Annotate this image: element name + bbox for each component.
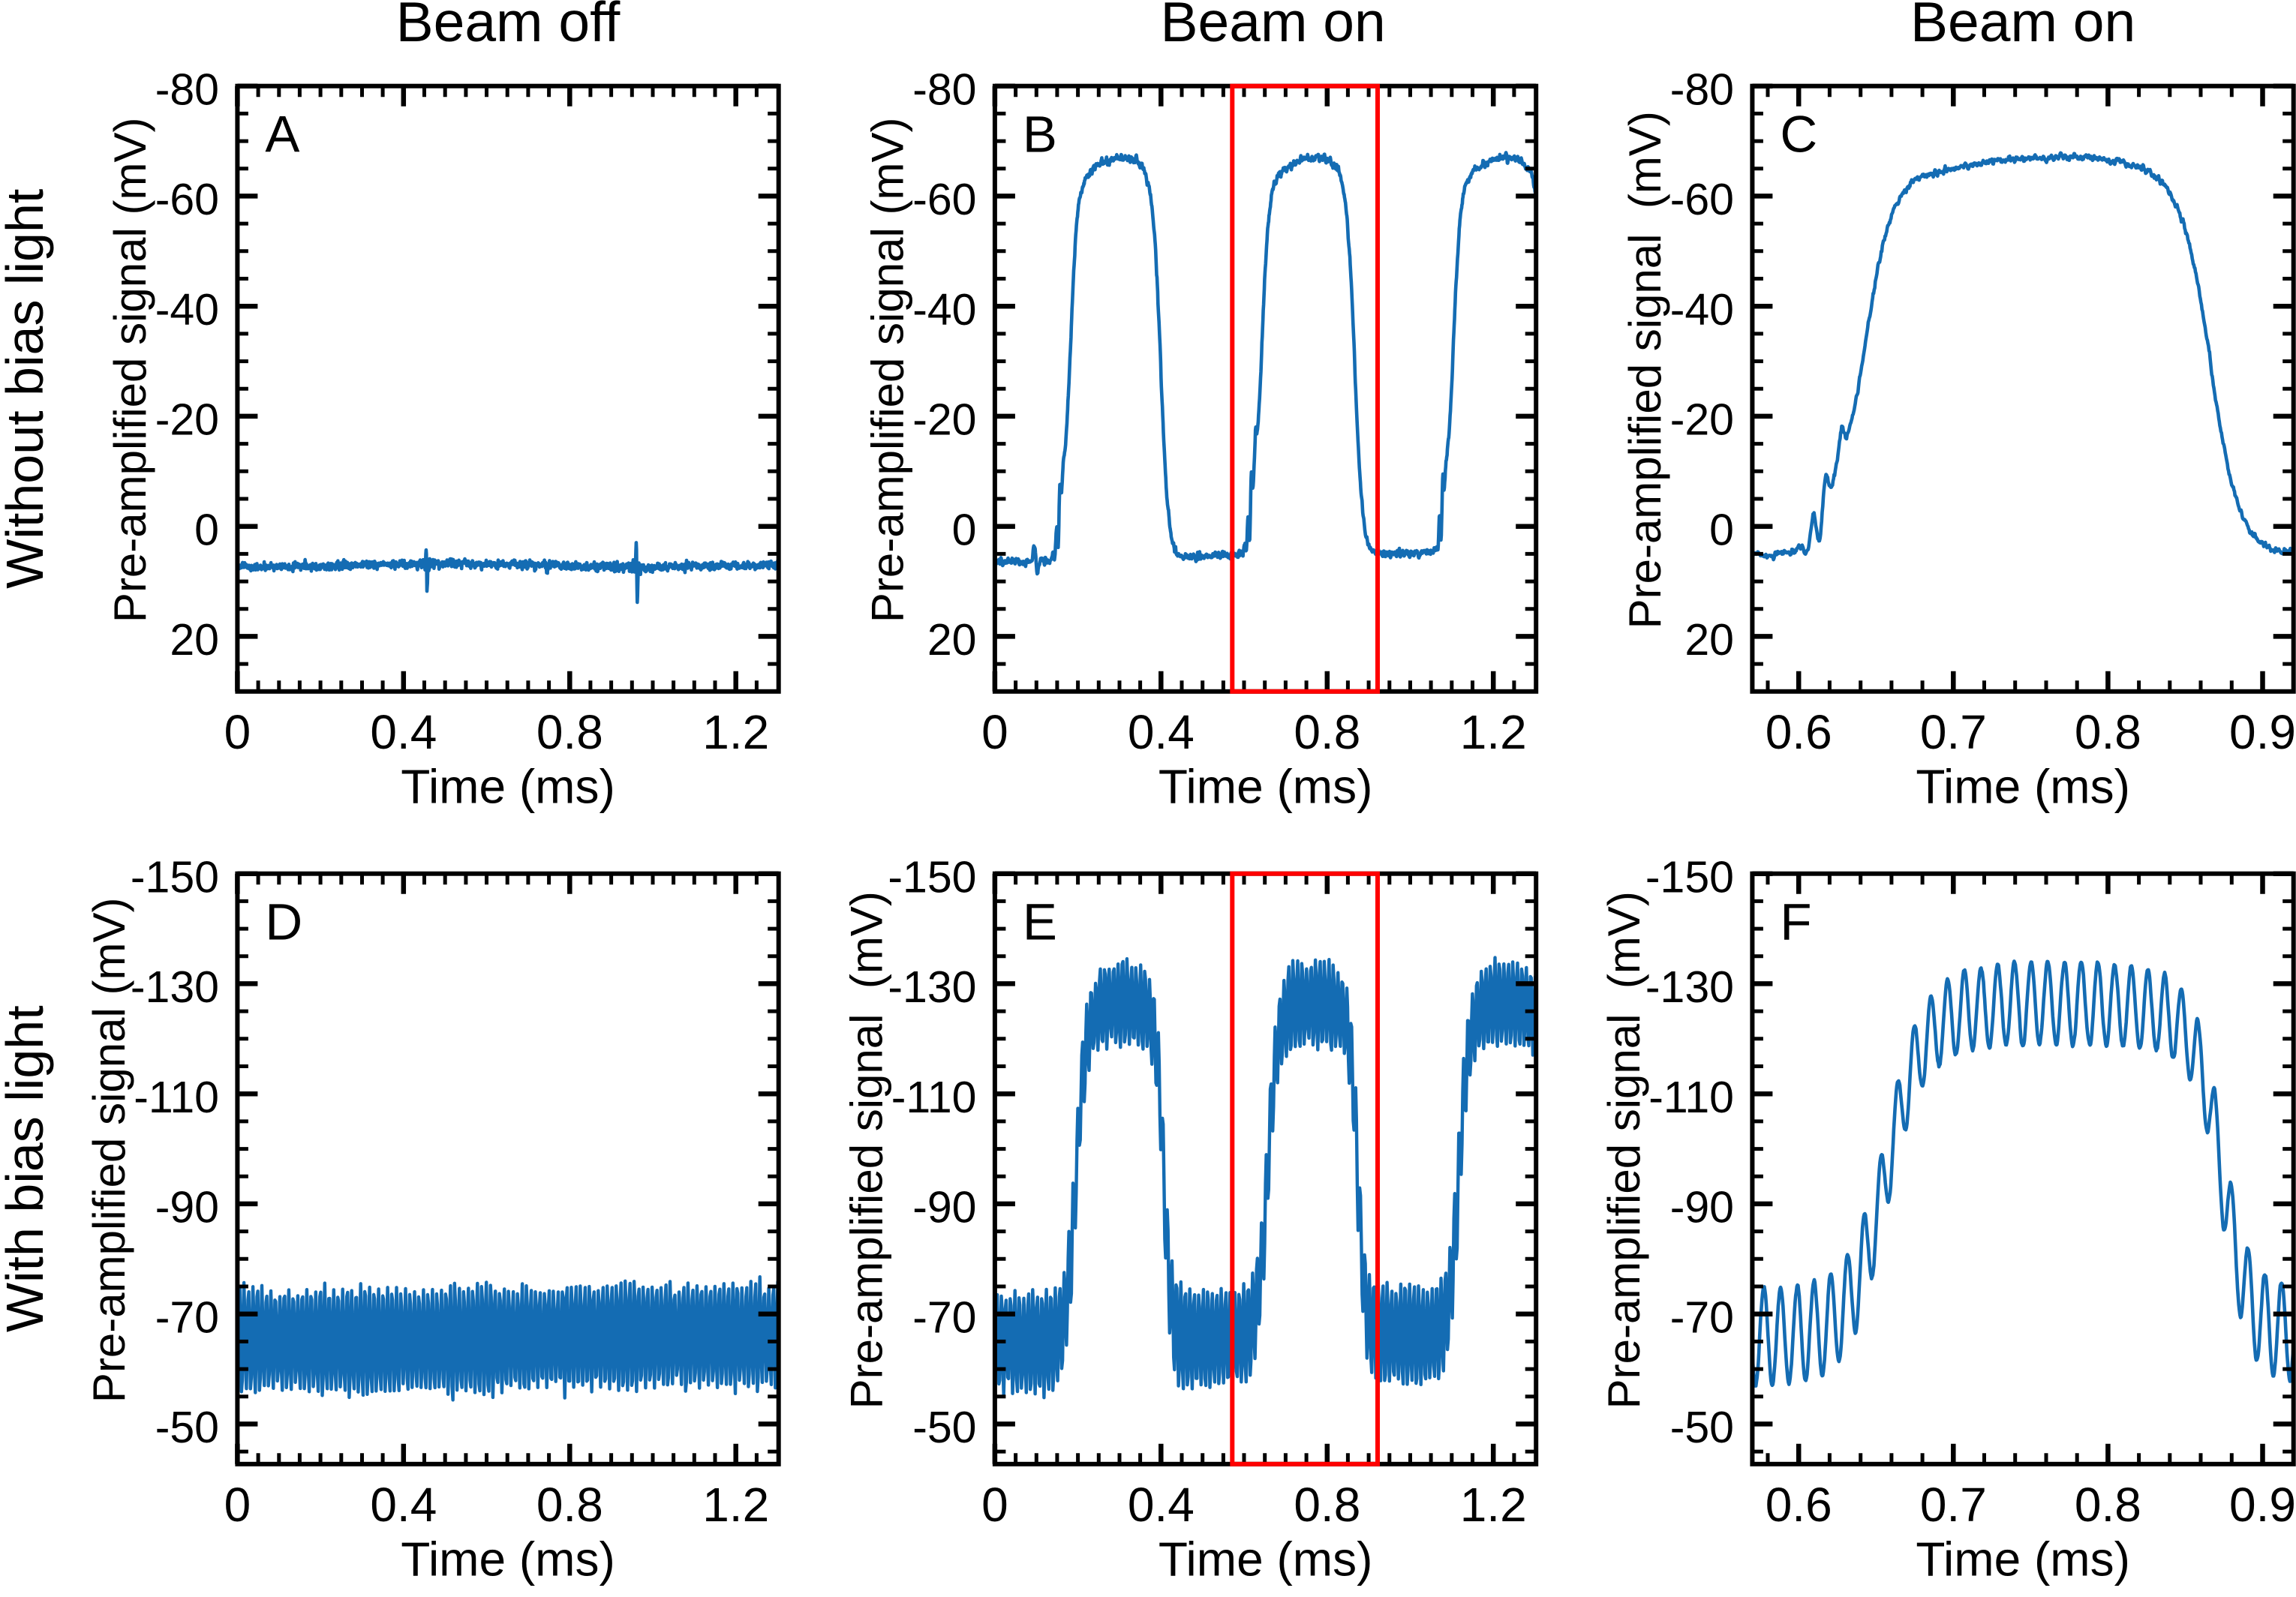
svg-text:C: C: [1780, 106, 1817, 164]
svg-text:-90: -90: [155, 1183, 219, 1232]
svg-text:0.4: 0.4: [1128, 1478, 1195, 1532]
svg-text:Pre-amplified signal (mV): Pre-amplified signal (mV): [105, 118, 155, 623]
svg-text:-60: -60: [155, 175, 219, 224]
svg-text:-80: -80: [912, 65, 976, 114]
svg-text:-90: -90: [1670, 1183, 1734, 1232]
svg-text:-130: -130: [131, 962, 219, 1012]
svg-text:0.4: 0.4: [370, 705, 437, 759]
svg-text:-110: -110: [134, 1073, 219, 1122]
svg-text:Beam on: Beam on: [1910, 0, 2135, 53]
svg-text:-150: -150: [888, 852, 976, 902]
svg-text:Time (ms): Time (ms): [1916, 759, 2130, 813]
svg-text:F: F: [1780, 893, 1811, 951]
svg-text:0.8: 0.8: [1294, 705, 1360, 759]
svg-text:-40: -40: [912, 285, 976, 335]
svg-text:0.7: 0.7: [1920, 705, 1987, 759]
svg-text:Beam on: Beam on: [1161, 0, 1386, 53]
svg-text:-70: -70: [912, 1292, 976, 1342]
svg-text:0: 0: [981, 705, 1008, 759]
svg-text:0.8: 0.8: [2075, 705, 2141, 759]
svg-text:0: 0: [981, 1478, 1008, 1532]
svg-text:Time (ms): Time (ms): [401, 759, 615, 813]
svg-text:-40: -40: [155, 285, 219, 335]
svg-text:-130: -130: [888, 962, 976, 1012]
svg-text:-80: -80: [1670, 65, 1734, 114]
svg-text:0.9: 0.9: [2229, 705, 2296, 759]
svg-text:-60: -60: [912, 175, 976, 224]
svg-text:0.7: 0.7: [1920, 1478, 1987, 1532]
svg-text:Time (ms): Time (ms): [401, 1532, 615, 1586]
svg-text:0.8: 0.8: [536, 1478, 603, 1532]
svg-text:-150: -150: [131, 852, 219, 902]
svg-text:0.4: 0.4: [370, 1478, 437, 1532]
svg-text:0: 0: [194, 505, 219, 554]
svg-text:1.2: 1.2: [702, 705, 769, 759]
svg-text:-20: -20: [912, 395, 976, 445]
svg-text:Pre-amplified signal (mV): Pre-amplified signal (mV): [1599, 891, 1649, 1409]
svg-text:0.9: 0.9: [2229, 1478, 2296, 1532]
svg-text:Without bias light: Without bias light: [0, 189, 54, 589]
svg-text:1.2: 1.2: [1460, 705, 1527, 759]
svg-text:Pre-amplified signal (mV): Pre-amplified signal (mV): [842, 891, 892, 1409]
svg-text:1.2: 1.2: [1460, 1478, 1527, 1532]
svg-text:20: 20: [927, 615, 977, 665]
svg-text:Time (ms): Time (ms): [1916, 1532, 2130, 1586]
svg-text:20: 20: [1684, 615, 1734, 665]
svg-text:-90: -90: [912, 1183, 976, 1232]
svg-text:0: 0: [224, 1478, 251, 1532]
svg-text:-80: -80: [155, 65, 219, 114]
svg-text:Beam off: Beam off: [396, 0, 621, 53]
svg-text:0.8: 0.8: [1294, 1478, 1360, 1532]
svg-text:0.6: 0.6: [1766, 705, 1832, 759]
svg-text:-110: -110: [1648, 1073, 1734, 1122]
svg-text:-110: -110: [891, 1073, 977, 1122]
svg-text:Pre-amplified signal (mV): Pre-amplified signal (mV): [84, 898, 134, 1403]
svg-text:-150: -150: [1645, 852, 1734, 902]
svg-text:-50: -50: [155, 1403, 219, 1452]
svg-text:-50: -50: [1670, 1403, 1734, 1452]
svg-text:Time (ms): Time (ms): [1159, 759, 1373, 813]
svg-text:-20: -20: [155, 395, 219, 445]
svg-text:Time (ms): Time (ms): [1159, 1532, 1373, 1586]
svg-text:-40: -40: [1670, 285, 1734, 335]
svg-text:With bias light: With bias light: [0, 1005, 54, 1332]
svg-text:-70: -70: [155, 1292, 219, 1342]
svg-text:B: B: [1023, 106, 1057, 164]
svg-text:0.8: 0.8: [536, 705, 603, 759]
svg-text:D: D: [265, 893, 302, 951]
svg-text:0: 0: [1709, 505, 1734, 554]
svg-text:-130: -130: [1645, 962, 1734, 1012]
svg-text:1.2: 1.2: [702, 1478, 769, 1532]
svg-text:A: A: [265, 106, 299, 164]
svg-text:0.4: 0.4: [1128, 705, 1195, 759]
svg-text:0.6: 0.6: [1766, 1478, 1832, 1532]
svg-text:-60: -60: [1670, 175, 1734, 224]
svg-text:-50: -50: [912, 1403, 976, 1452]
svg-text:0.8: 0.8: [2075, 1478, 2141, 1532]
svg-text:Pre-amplified signal (mV): Pre-amplified signal (mV): [1620, 111, 1670, 629]
svg-text:20: 20: [170, 615, 219, 665]
svg-text:0: 0: [952, 505, 977, 554]
svg-text:-70: -70: [1670, 1292, 1734, 1342]
svg-text:-20: -20: [1670, 395, 1734, 445]
svg-text:0: 0: [224, 705, 251, 759]
svg-text:Pre-amplified signal (mV): Pre-amplified signal (mV): [863, 118, 913, 623]
svg-text:E: E: [1023, 893, 1057, 951]
